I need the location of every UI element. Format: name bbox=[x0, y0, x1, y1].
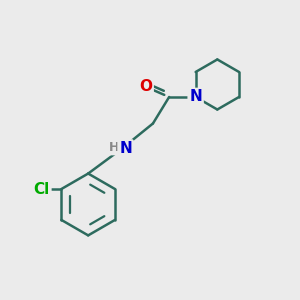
Text: Cl: Cl bbox=[34, 182, 50, 196]
Text: N: N bbox=[119, 141, 132, 156]
Text: N: N bbox=[189, 89, 202, 104]
Text: H: H bbox=[109, 141, 119, 154]
Text: O: O bbox=[139, 79, 152, 94]
